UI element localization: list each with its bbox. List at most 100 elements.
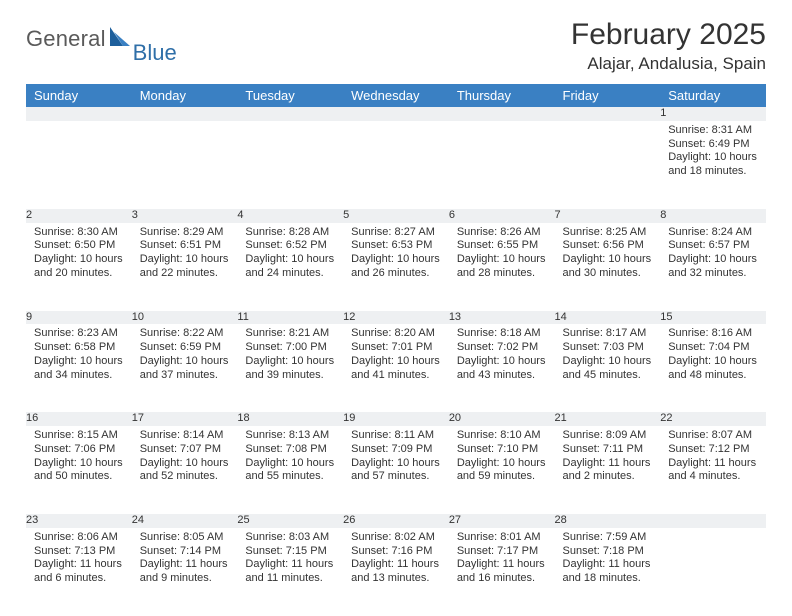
day-number-cell: 10: [132, 311, 238, 325]
sunrise-text: Sunrise: 8:10 AM: [457, 429, 549, 443]
day-number-cell: [26, 107, 132, 121]
sunset-text: Sunset: 7:17 PM: [457, 545, 549, 559]
day-body-row: Sunrise: 8:06 AMSunset: 7:13 PMDaylight:…: [26, 528, 766, 616]
day-number-cell: 3: [132, 209, 238, 223]
sunset-text: Sunset: 6:57 PM: [668, 239, 760, 253]
sunrise-text: Sunrise: 8:02 AM: [351, 531, 443, 545]
weekday-header: Saturday: [660, 84, 766, 107]
sunrise-text: Sunrise: 8:14 AM: [140, 429, 232, 443]
sunrise-text: Sunrise: 8:22 AM: [140, 327, 232, 341]
day-number-cell: [132, 107, 238, 121]
day-body-cell: Sunrise: 8:16 AMSunset: 7:04 PMDaylight:…: [660, 324, 766, 412]
sunrise-text: Sunrise: 8:17 AM: [563, 327, 655, 341]
daylight-text: Daylight: 11 hours and 4 minutes.: [668, 457, 760, 485]
day-number-cell: 22: [660, 412, 766, 426]
sunset-text: Sunset: 6:58 PM: [34, 341, 126, 355]
sunset-text: Sunset: 6:56 PM: [563, 239, 655, 253]
day-body-cell: Sunrise: 8:01 AMSunset: 7:17 PMDaylight:…: [449, 528, 555, 616]
day-body-cell: Sunrise: 8:23 AMSunset: 6:58 PMDaylight:…: [26, 324, 132, 412]
weekday-header: Monday: [132, 84, 238, 107]
sunrise-text: Sunrise: 8:03 AM: [245, 531, 337, 545]
daylight-text: Daylight: 10 hours and 18 minutes.: [668, 151, 760, 179]
location-label: Alajar, Andalusia, Spain: [571, 54, 766, 74]
sunset-text: Sunset: 6:49 PM: [668, 138, 760, 152]
day-body-cell: [555, 121, 661, 209]
day-body-cell: [343, 121, 449, 209]
day-number-cell: 11: [237, 311, 343, 325]
brand-logo: General Blue: [26, 18, 177, 53]
weekday-header: Friday: [555, 84, 661, 107]
sunset-text: Sunset: 7:14 PM: [140, 545, 232, 559]
daylight-text: Daylight: 10 hours and 48 minutes.: [668, 355, 760, 383]
sunset-text: Sunset: 6:59 PM: [140, 341, 232, 355]
sunset-text: Sunset: 7:11 PM: [563, 443, 655, 457]
day-number-cell: [660, 514, 766, 528]
day-body-cell: Sunrise: 8:18 AMSunset: 7:02 PMDaylight:…: [449, 324, 555, 412]
day-number-cell: 26: [343, 514, 449, 528]
day-body-cell: Sunrise: 8:28 AMSunset: 6:52 PMDaylight:…: [237, 223, 343, 311]
day-body-cell: Sunrise: 8:20 AMSunset: 7:01 PMDaylight:…: [343, 324, 449, 412]
daylight-text: Daylight: 10 hours and 32 minutes.: [668, 253, 760, 281]
sunrise-text: Sunrise: 8:18 AM: [457, 327, 549, 341]
day-body-cell: Sunrise: 8:03 AMSunset: 7:15 PMDaylight:…: [237, 528, 343, 616]
daylight-text: Daylight: 10 hours and 59 minutes.: [457, 457, 549, 485]
day-number-row: 16171819202122: [26, 412, 766, 426]
day-body-cell: Sunrise: 8:30 AMSunset: 6:50 PMDaylight:…: [26, 223, 132, 311]
daylight-text: Daylight: 11 hours and 18 minutes.: [563, 558, 655, 586]
sunrise-text: Sunrise: 8:23 AM: [34, 327, 126, 341]
day-number-cell: 28: [555, 514, 661, 528]
sunset-text: Sunset: 7:18 PM: [563, 545, 655, 559]
sunrise-text: Sunrise: 8:26 AM: [457, 226, 549, 240]
day-body-cell: Sunrise: 8:15 AMSunset: 7:06 PMDaylight:…: [26, 426, 132, 514]
sunset-text: Sunset: 7:01 PM: [351, 341, 443, 355]
day-body-cell: Sunrise: 8:25 AMSunset: 6:56 PMDaylight:…: [555, 223, 661, 311]
sunrise-text: Sunrise: 8:05 AM: [140, 531, 232, 545]
sunrise-text: Sunrise: 8:01 AM: [457, 531, 549, 545]
sunset-text: Sunset: 7:06 PM: [34, 443, 126, 457]
day-body-cell: [660, 528, 766, 616]
day-body-cell: Sunrise: 8:09 AMSunset: 7:11 PMDaylight:…: [555, 426, 661, 514]
daylight-text: Daylight: 10 hours and 50 minutes.: [34, 457, 126, 485]
day-number-cell: 15: [660, 311, 766, 325]
sunset-text: Sunset: 6:53 PM: [351, 239, 443, 253]
logo-text-general: General: [26, 26, 106, 52]
daylight-text: Daylight: 10 hours and 20 minutes.: [34, 253, 126, 281]
day-body-cell: Sunrise: 8:21 AMSunset: 7:00 PMDaylight:…: [237, 324, 343, 412]
day-number-cell: 21: [555, 412, 661, 426]
day-body-cell: Sunrise: 8:27 AMSunset: 6:53 PMDaylight:…: [343, 223, 449, 311]
sunrise-text: Sunrise: 8:11 AM: [351, 429, 443, 443]
day-number-cell: 5: [343, 209, 449, 223]
day-body-cell: Sunrise: 8:05 AMSunset: 7:14 PMDaylight:…: [132, 528, 238, 616]
day-number-cell: 13: [449, 311, 555, 325]
sunset-text: Sunset: 7:00 PM: [245, 341, 337, 355]
sunrise-text: Sunrise: 8:27 AM: [351, 226, 443, 240]
day-number-cell: 20: [449, 412, 555, 426]
sunset-text: Sunset: 6:50 PM: [34, 239, 126, 253]
day-body-cell: [132, 121, 238, 209]
daylight-text: Daylight: 10 hours and 37 minutes.: [140, 355, 232, 383]
daylight-text: Daylight: 11 hours and 11 minutes.: [245, 558, 337, 586]
daylight-text: Daylight: 11 hours and 9 minutes.: [140, 558, 232, 586]
day-number-cell: 4: [237, 209, 343, 223]
daylight-text: Daylight: 10 hours and 39 minutes.: [245, 355, 337, 383]
sunset-text: Sunset: 7:03 PM: [563, 341, 655, 355]
day-body-cell: Sunrise: 8:24 AMSunset: 6:57 PMDaylight:…: [660, 223, 766, 311]
logo-sail-icon: [108, 24, 134, 53]
day-number-cell: 7: [555, 209, 661, 223]
day-body-cell: Sunrise: 8:02 AMSunset: 7:16 PMDaylight:…: [343, 528, 449, 616]
day-body-cell: [449, 121, 555, 209]
weekday-header: Thursday: [449, 84, 555, 107]
page-header: General Blue February 2025 Alajar, Andal…: [26, 18, 766, 74]
day-body-cell: [26, 121, 132, 209]
day-body-row: Sunrise: 8:23 AMSunset: 6:58 PM Daylight:…: [26, 324, 766, 412]
day-number-cell: 14: [555, 311, 661, 325]
title-block: February 2025 Alajar, Andalusia, Spain: [571, 18, 766, 74]
weekday-header: Tuesday: [237, 84, 343, 107]
daylight-text: Daylight: 11 hours and 2 minutes.: [563, 457, 655, 485]
sunset-text: Sunset: 7:13 PM: [34, 545, 126, 559]
day-number-cell: [555, 107, 661, 121]
day-body-cell: Sunrise: 8:26 AMSunset: 6:55 PMDaylight:…: [449, 223, 555, 311]
daylight-text: Daylight: 10 hours and 57 minutes.: [351, 457, 443, 485]
sunrise-text: Sunrise: 8:30 AM: [34, 226, 126, 240]
day-number-cell: 17: [132, 412, 238, 426]
